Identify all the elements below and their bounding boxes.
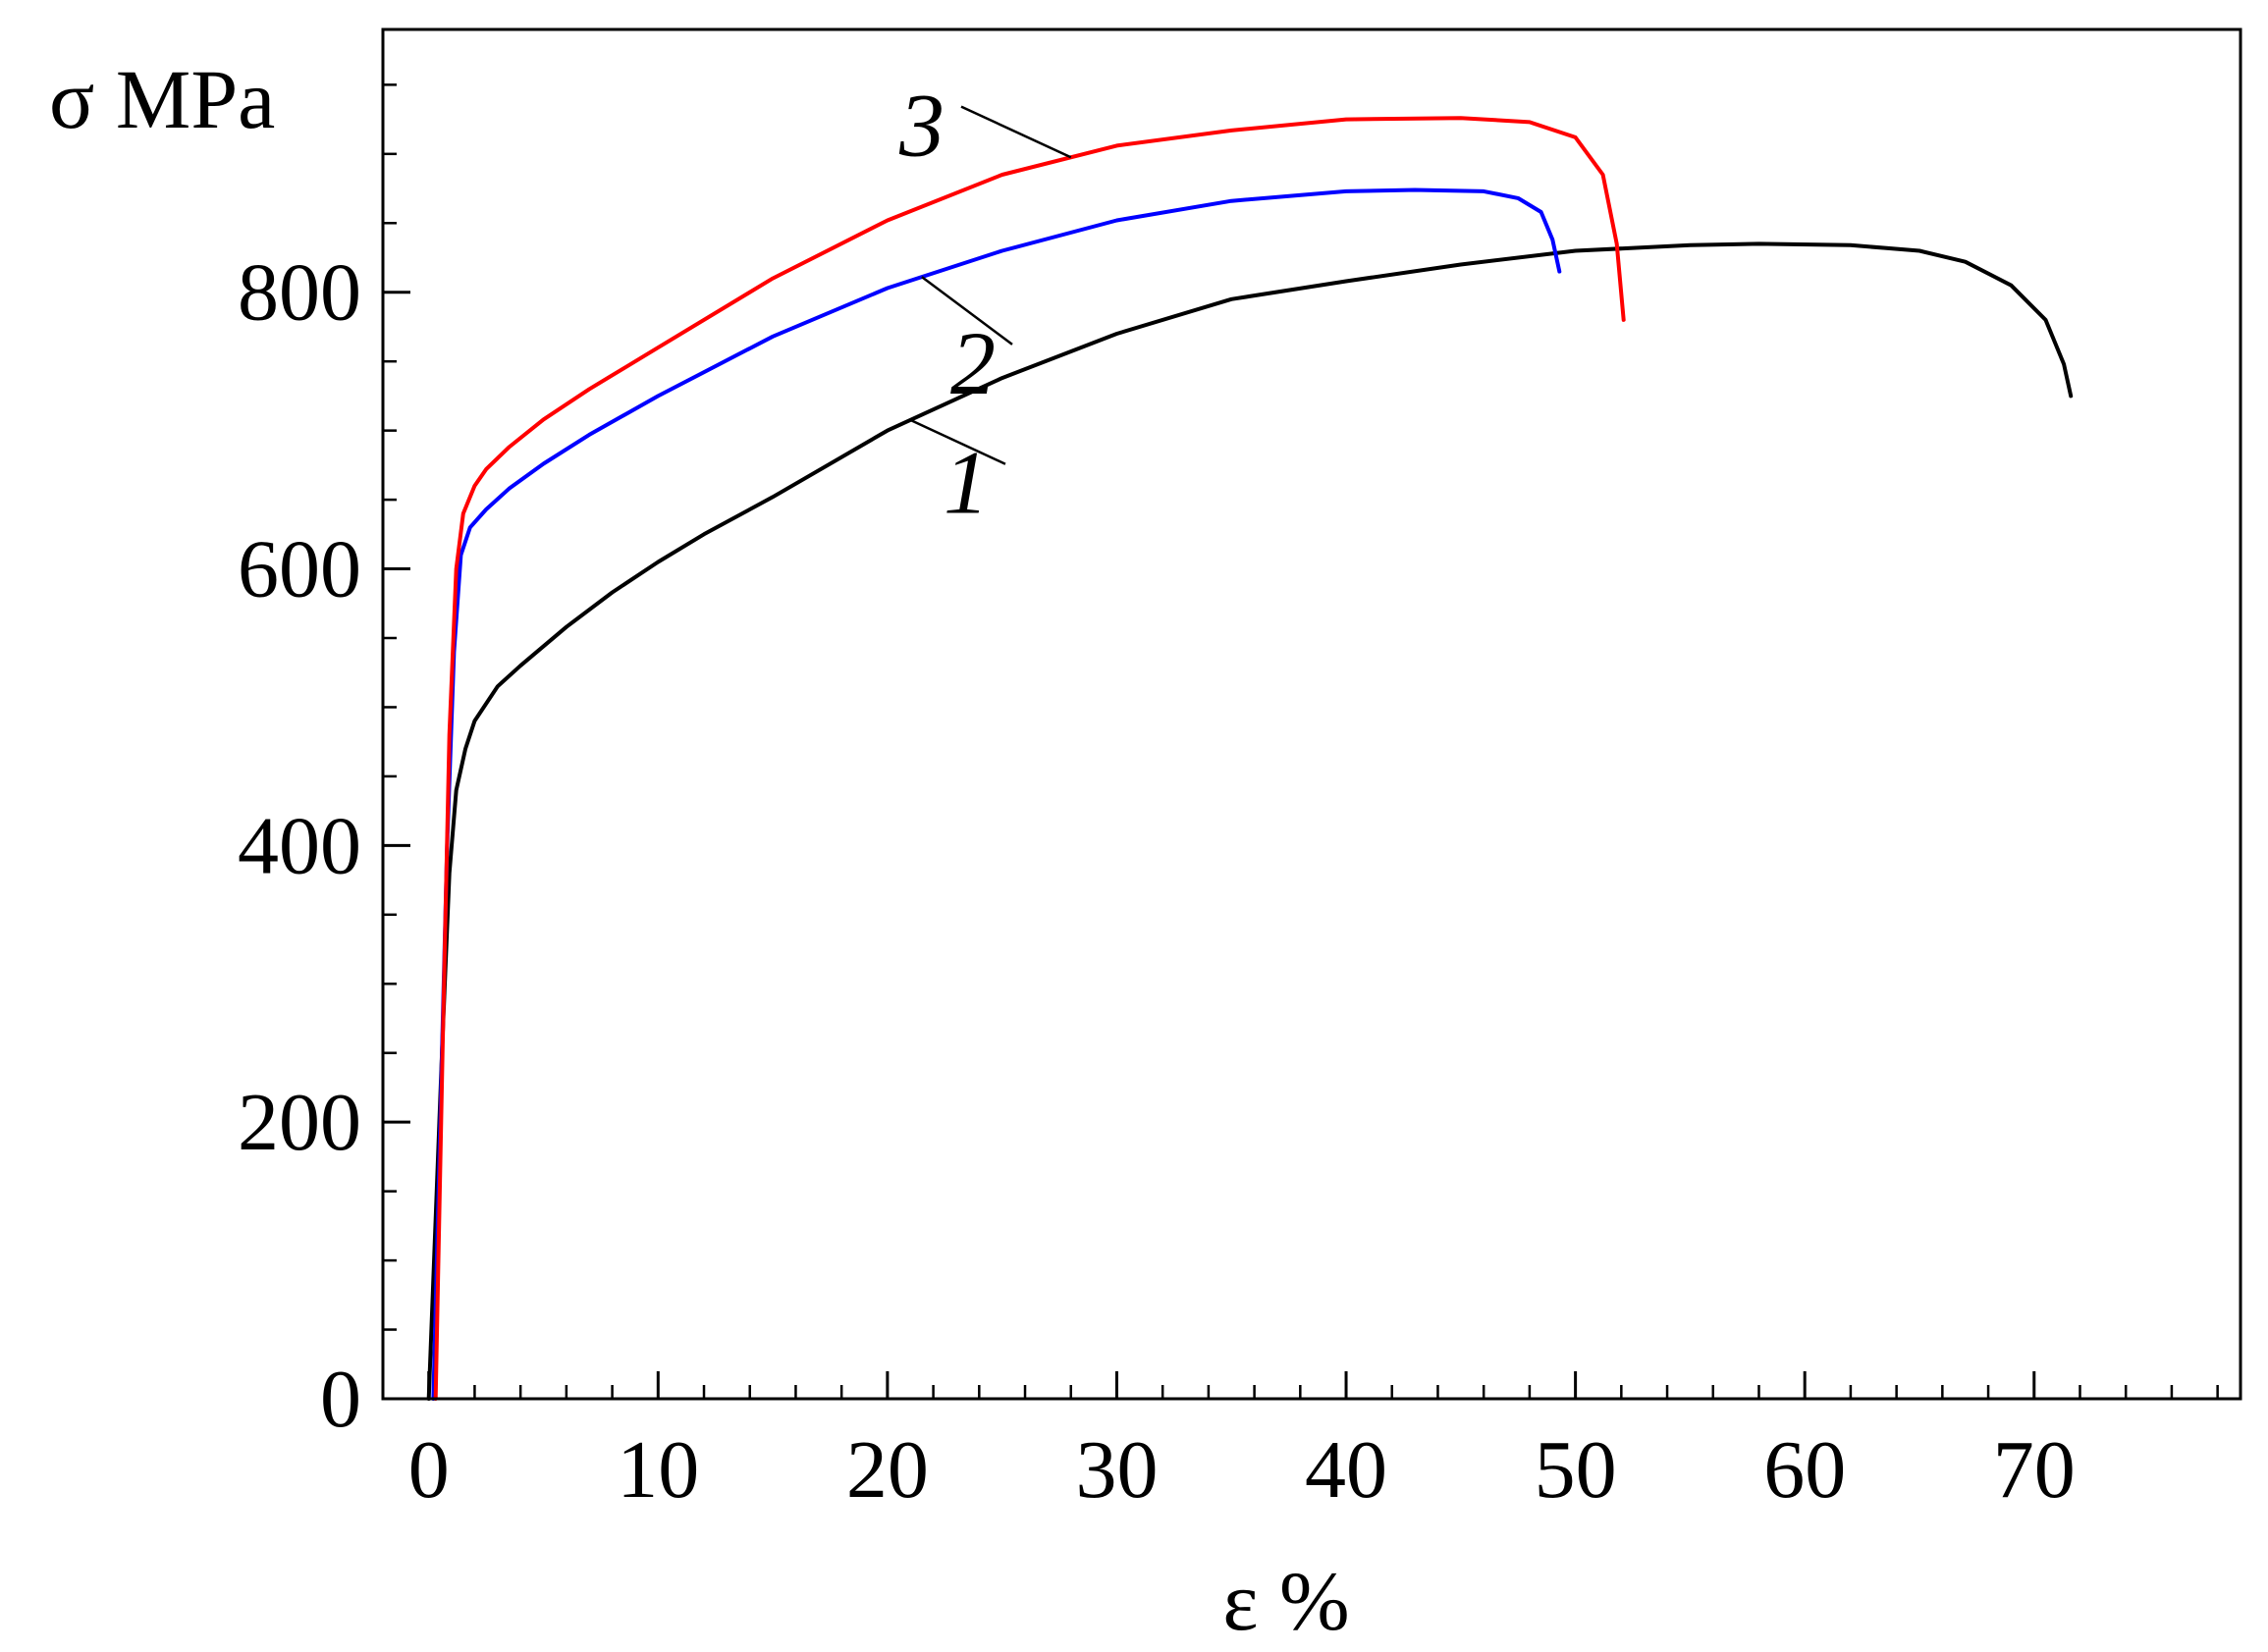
series-2-label: 2 — [950, 313, 996, 413]
y-tick-labels: 0 200 400 600 800 — [238, 247, 361, 1445]
y-tick-label: 600 — [238, 524, 361, 615]
label-leaders — [909, 105, 1072, 465]
series-layer — [426, 116, 2074, 1401]
x-tick-label: 0 — [408, 1424, 450, 1516]
y-tick-label: 400 — [238, 800, 361, 891]
series-1-label: 1 — [944, 433, 989, 533]
x-axis-title: ε % — [1222, 1554, 1349, 1648]
y-tick-label: 200 — [238, 1077, 361, 1168]
x-tick-label: 50 — [1535, 1424, 1617, 1516]
x-tick-labels: 0 10 20 30 40 50 60 70 — [408, 1424, 2076, 1516]
x-tick-label: 10 — [617, 1424, 699, 1516]
series-3-label: 3 — [898, 76, 945, 176]
series-1-leader — [909, 418, 1006, 465]
y-tick-label: 0 — [320, 1354, 361, 1445]
minor-ticks — [383, 83, 2219, 1399]
series-1-line — [426, 241, 2074, 1401]
plot-frame — [381, 27, 2242, 1401]
y-axis-title: σ MPa — [49, 52, 275, 146]
y-tick-label: 800 — [238, 247, 361, 339]
x-tick-label: 20 — [846, 1424, 929, 1516]
series-3-line — [433, 116, 1626, 1401]
x-tick-label: 60 — [1763, 1424, 1846, 1516]
series-2-leader — [921, 276, 1013, 346]
x-tick-label: 70 — [1993, 1424, 2076, 1516]
series-2-line — [431, 187, 1562, 1401]
series-3-leader — [960, 105, 1072, 159]
x-tick-label: 40 — [1305, 1424, 1387, 1516]
curve-labels: 3 2 1 — [898, 76, 996, 533]
x-tick-label: 30 — [1075, 1424, 1158, 1516]
